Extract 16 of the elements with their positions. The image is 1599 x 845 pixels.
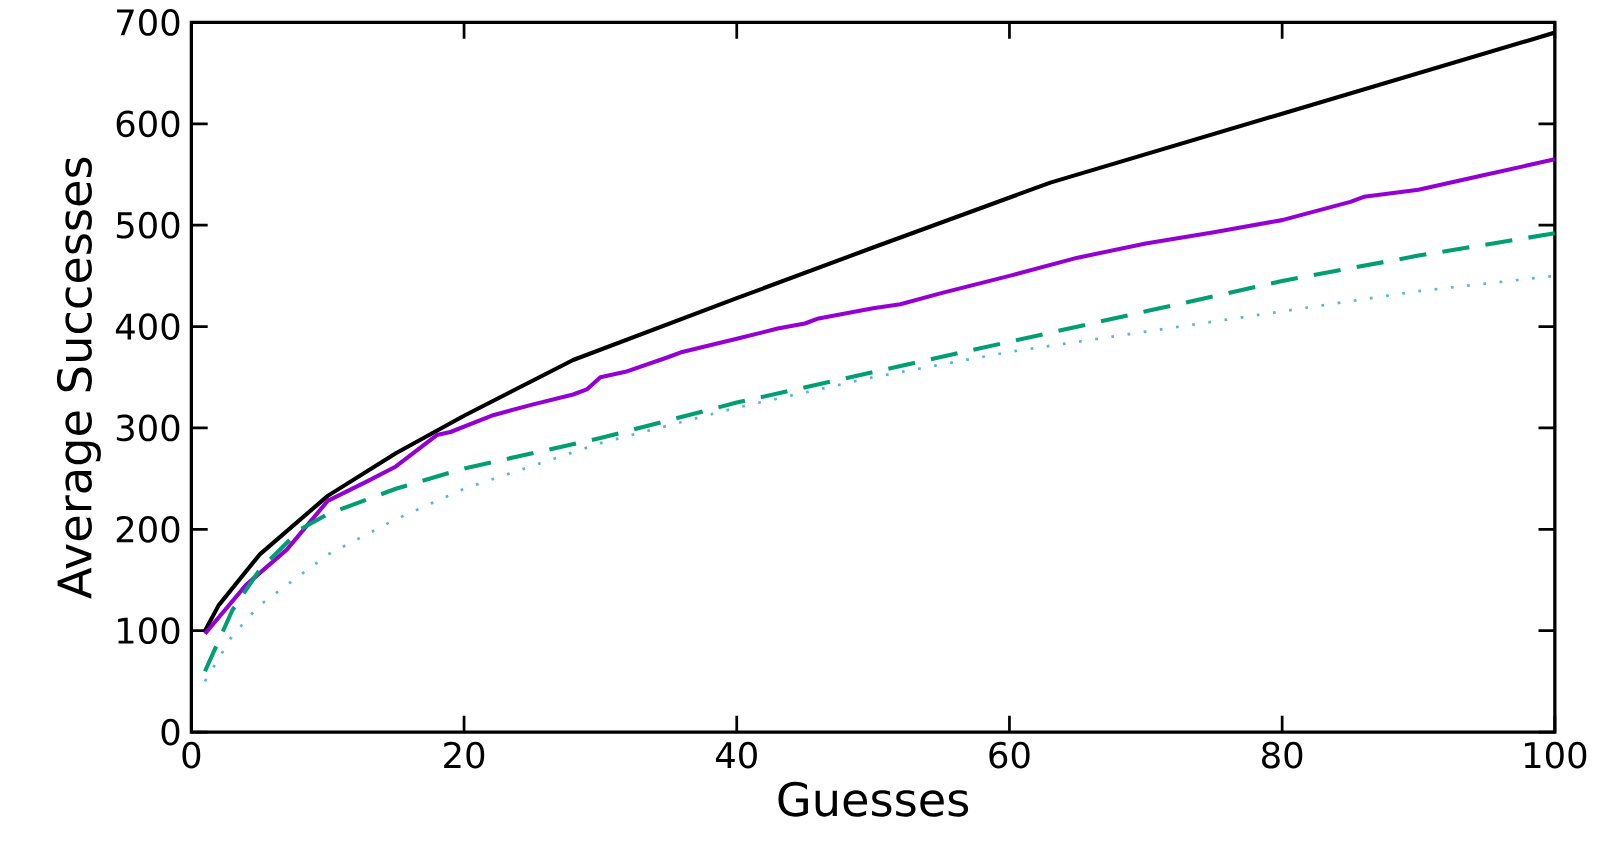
y-axis-title: Average Successes	[56, 157, 101, 599]
y-tick-label: 600	[116, 110, 180, 138]
x-tick-label: 0	[182, 741, 201, 769]
x-tick-label: 40	[715, 741, 757, 769]
x-axis-title: Guesses	[778, 781, 969, 817]
y-tick-label: 400	[115, 313, 180, 340]
x-tick-label: 20	[444, 741, 485, 769]
x-tick-label: 80	[1262, 741, 1303, 769]
y-tick-label: 0	[161, 718, 180, 746]
y-tick-label: 100	[118, 617, 180, 645]
y-tick-label: 300	[116, 414, 180, 442]
y-tick-label: 700	[117, 8, 180, 36]
x-tick-label: 60	[989, 741, 1030, 769]
y-tick-label: 200	[116, 515, 180, 543]
y-tick-label: 500	[116, 211, 180, 239]
x-tick-label: 100	[1524, 741, 1587, 769]
